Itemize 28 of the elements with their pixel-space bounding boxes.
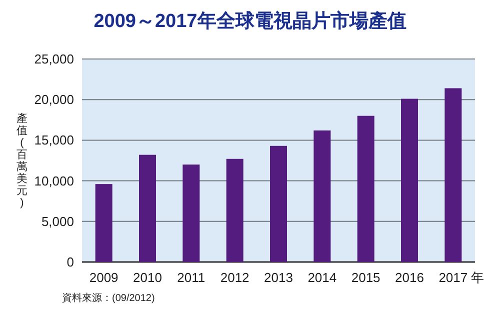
y-tick-label: 10,000 (34, 173, 74, 188)
y-tick-label: 15,000 (34, 132, 74, 148)
y-tick-label: 0 (66, 254, 74, 270)
x-tick-label: 2013 (264, 270, 293, 285)
source-note: 資料來源：(09/2012) (62, 292, 155, 304)
x-tick-label: 2014 (308, 270, 337, 285)
y-tick-label: 20,000 (34, 92, 74, 108)
x-tick-label: 2010 (133, 270, 162, 285)
y-tick-label: 5,000 (41, 214, 74, 229)
bar (314, 130, 331, 262)
bar (357, 116, 374, 262)
x-tick-label: 2017 (438, 270, 468, 285)
x-axis-title: 年 (471, 270, 484, 285)
x-tick-label: 2011 (177, 270, 206, 285)
bar (226, 158, 244, 262)
y-axis-title: 產值(百萬美元) (16, 112, 28, 209)
x-tick-label: 2009 (89, 270, 118, 285)
x-tick-label: 2015 (351, 270, 380, 285)
bar (401, 98, 418, 262)
x-tick-label: 2016 (395, 270, 424, 285)
bar (182, 164, 200, 262)
bar (444, 88, 462, 262)
y-tick-label: 25,000 (34, 52, 74, 66)
bar (95, 184, 112, 262)
bar (270, 146, 287, 262)
chart-title: 2009～2017年全球電視晶片市場產值 (94, 10, 406, 32)
x-tick-label: 2012 (220, 270, 250, 285)
bar (139, 154, 156, 262)
